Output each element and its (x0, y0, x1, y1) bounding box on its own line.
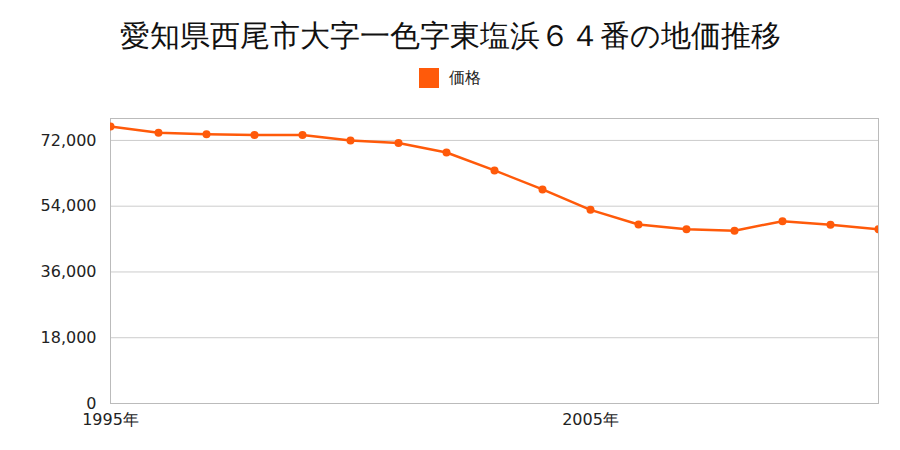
svg-text:1995年: 1995年 (82, 410, 139, 429)
svg-text:2005年: 2005年 (562, 410, 619, 429)
svg-text:36,000: 36,000 (41, 262, 97, 281)
svg-text:18,000: 18,000 (41, 328, 97, 347)
html-text:愛知県西尾市大字一色字東塩浜６４番の地価推移: 愛知県西尾市大字一色字東塩浜６４番の地価推移 (119, 18, 781, 53)
svg-text:54,000: 54,000 (41, 196, 97, 215)
svg-text:72,000: 72,000 (41, 131, 97, 150)
svg-text:0: 0 (86, 394, 96, 413)
html-text:価格: 価格 (449, 67, 481, 87)
